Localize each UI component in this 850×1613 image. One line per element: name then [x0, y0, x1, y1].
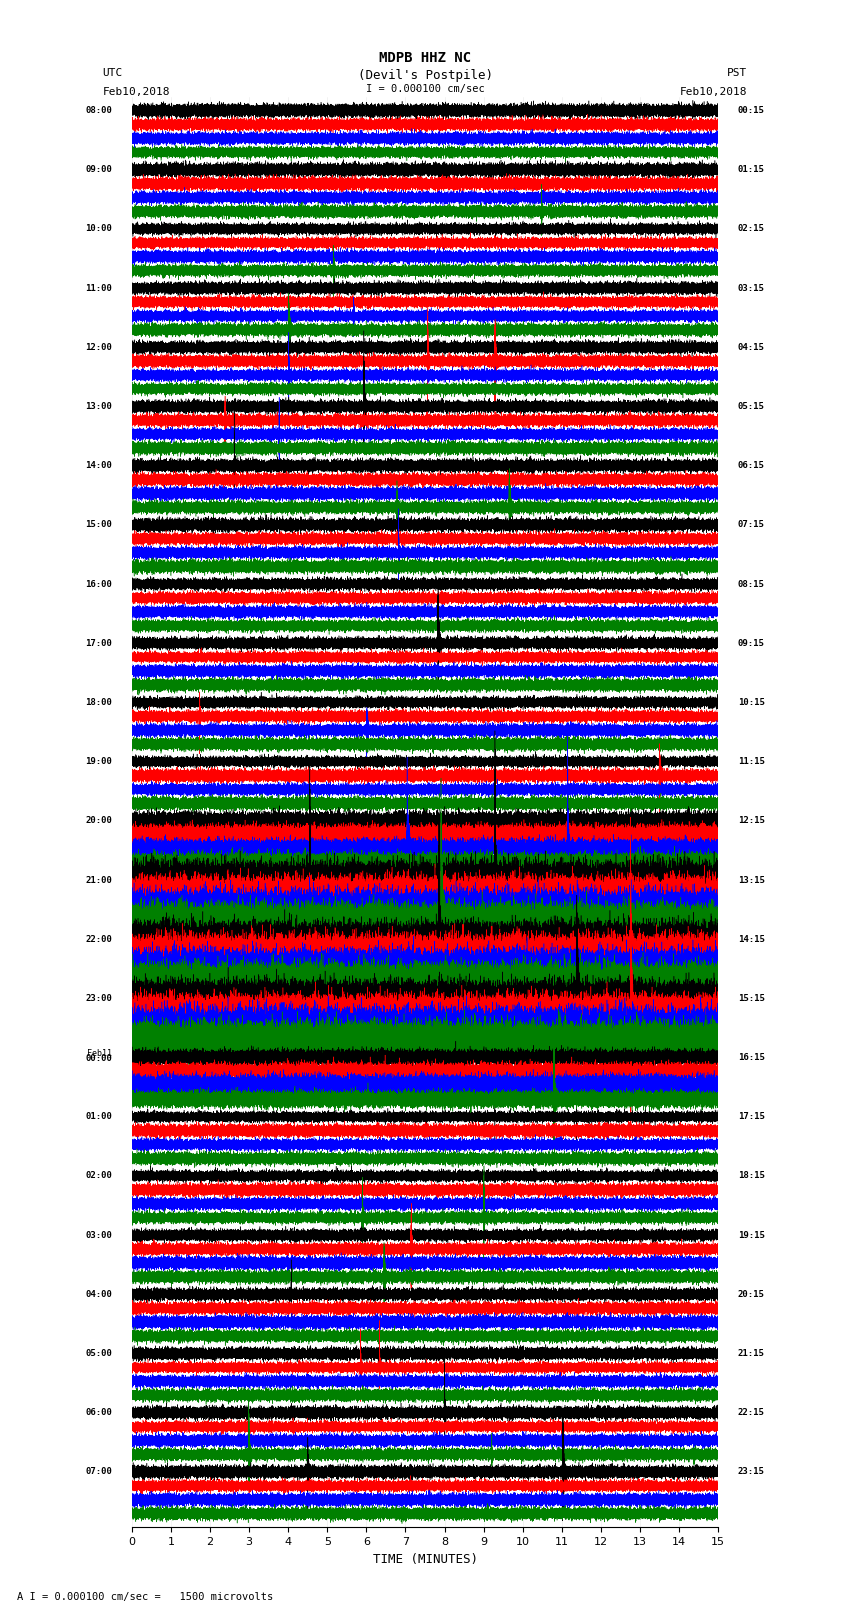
Text: 06:00: 06:00	[85, 1408, 112, 1418]
Text: 12:00: 12:00	[85, 344, 112, 352]
Text: 17:00: 17:00	[85, 639, 112, 648]
Text: 22:15: 22:15	[738, 1408, 765, 1418]
Text: 11:00: 11:00	[85, 284, 112, 292]
Text: PST: PST	[728, 68, 747, 77]
Text: 14:00: 14:00	[85, 461, 112, 469]
Text: 07:00: 07:00	[85, 1468, 112, 1476]
Text: UTC: UTC	[103, 68, 122, 77]
Text: 05:00: 05:00	[85, 1348, 112, 1358]
Text: 04:15: 04:15	[738, 344, 765, 352]
Text: 00:00: 00:00	[85, 1055, 112, 1063]
Text: 20:00: 20:00	[85, 816, 112, 826]
Text: 21:15: 21:15	[738, 1348, 765, 1358]
Text: 07:15: 07:15	[738, 521, 765, 529]
Text: 16:15: 16:15	[738, 1053, 765, 1061]
X-axis label: TIME (MINUTES): TIME (MINUTES)	[372, 1553, 478, 1566]
Text: 16:00: 16:00	[85, 579, 112, 589]
Text: 10:00: 10:00	[85, 224, 112, 234]
Text: 09:00: 09:00	[85, 165, 112, 174]
Text: 05:15: 05:15	[738, 402, 765, 411]
Text: 09:15: 09:15	[738, 639, 765, 648]
Text: 01:15: 01:15	[738, 165, 765, 174]
Text: 20:15: 20:15	[738, 1290, 765, 1298]
Text: 01:00: 01:00	[85, 1113, 112, 1121]
Text: 08:00: 08:00	[85, 106, 112, 115]
Text: 23:15: 23:15	[738, 1468, 765, 1476]
Text: 17:15: 17:15	[738, 1113, 765, 1121]
Text: 23:00: 23:00	[85, 994, 112, 1003]
Text: 14:15: 14:15	[738, 934, 765, 944]
Text: 18:15: 18:15	[738, 1171, 765, 1181]
Text: 12:15: 12:15	[738, 816, 765, 826]
Text: 03:15: 03:15	[738, 284, 765, 292]
Text: 15:15: 15:15	[738, 994, 765, 1003]
Text: 10:15: 10:15	[738, 698, 765, 706]
Text: 00:15: 00:15	[738, 106, 765, 115]
Text: 11:15: 11:15	[738, 756, 765, 766]
Text: A I = 0.000100 cm/sec =   1500 microvolts: A I = 0.000100 cm/sec = 1500 microvolts	[17, 1592, 273, 1602]
Text: 13:15: 13:15	[738, 876, 765, 884]
Text: Feb10,2018: Feb10,2018	[103, 87, 170, 97]
Text: MDPB HHZ NC: MDPB HHZ NC	[379, 52, 471, 65]
Text: 13:00: 13:00	[85, 402, 112, 411]
Text: 21:00: 21:00	[85, 876, 112, 884]
Text: 02:00: 02:00	[85, 1171, 112, 1181]
Text: 22:00: 22:00	[85, 934, 112, 944]
Text: 03:00: 03:00	[85, 1231, 112, 1240]
Text: 15:00: 15:00	[85, 521, 112, 529]
Text: 08:15: 08:15	[738, 579, 765, 589]
Text: 19:15: 19:15	[738, 1231, 765, 1240]
Text: Feb10,2018: Feb10,2018	[680, 87, 747, 97]
Text: 06:15: 06:15	[738, 461, 765, 469]
Text: Feb11: Feb11	[88, 1048, 112, 1058]
Text: 02:15: 02:15	[738, 224, 765, 234]
Text: 04:00: 04:00	[85, 1290, 112, 1298]
Text: (Devil's Postpile): (Devil's Postpile)	[358, 69, 492, 82]
Text: 18:00: 18:00	[85, 698, 112, 706]
Text: I = 0.000100 cm/sec: I = 0.000100 cm/sec	[366, 84, 484, 94]
Text: 19:00: 19:00	[85, 756, 112, 766]
